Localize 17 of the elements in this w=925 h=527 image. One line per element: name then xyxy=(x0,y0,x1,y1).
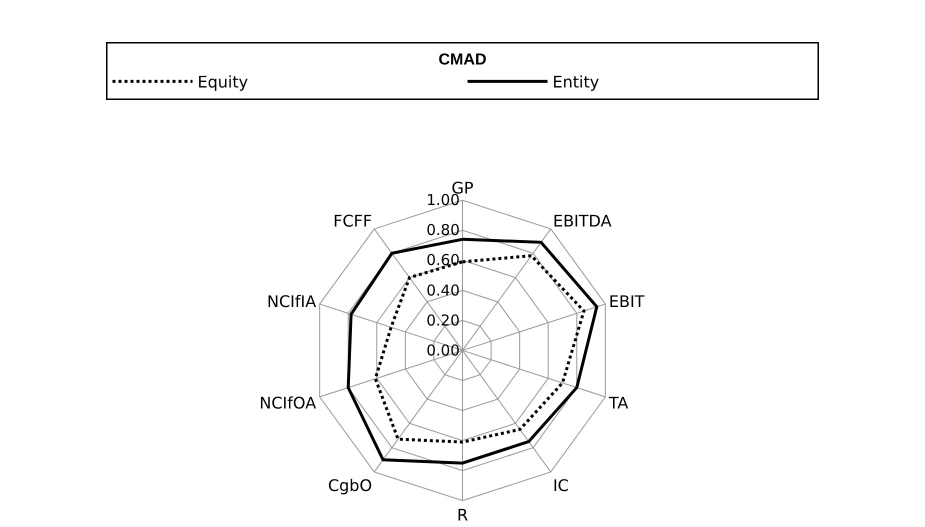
y-tick-label: 0.00 xyxy=(426,341,460,360)
spoke-label: IC xyxy=(552,476,569,496)
spoke-label: CgbO xyxy=(328,476,372,496)
spoke-label: NCIfIA xyxy=(266,292,316,312)
y-tick-label: 0.60 xyxy=(426,251,460,270)
legend-label: Entity xyxy=(552,72,600,92)
spoke-label: FCFF xyxy=(333,212,372,231)
spoke-label: TA xyxy=(608,393,628,412)
legend-title: CMAD xyxy=(438,51,486,68)
spoke-label: EBITDA xyxy=(552,212,612,231)
y-tick-label: 0.20 xyxy=(426,311,460,330)
spoke-label: EBIT xyxy=(608,292,645,312)
y-tick-label: 0.40 xyxy=(426,281,460,300)
spoke-label: NCIfOA xyxy=(259,393,316,412)
y-tick-label: 0.80 xyxy=(426,221,460,240)
spoke-label: R xyxy=(456,505,468,524)
legend-label: Equity xyxy=(198,72,248,92)
